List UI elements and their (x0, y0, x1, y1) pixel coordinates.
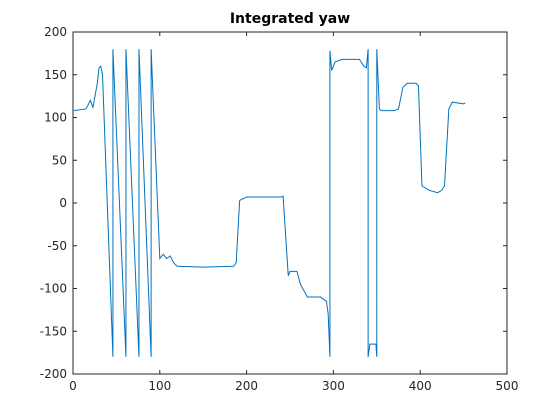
y-tick-label: 50 (52, 153, 67, 167)
y-tick-label: 200 (44, 25, 67, 39)
chart-title: Integrated yaw (230, 11, 350, 27)
y-tick-label: -200 (40, 367, 67, 381)
y-tick-label: 150 (44, 68, 67, 82)
y-tick-label: 0 (59, 196, 67, 210)
x-tick-label: 500 (496, 379, 519, 393)
y-tick-label: -100 (40, 282, 67, 296)
x-tick-label: 400 (409, 379, 432, 393)
x-tick-label: 200 (235, 379, 258, 393)
plot-area (72, 31, 508, 375)
y-tick-label: -50 (47, 239, 67, 253)
y-tick-label: 100 (44, 111, 67, 125)
x-tick-label: 0 (69, 379, 77, 393)
x-tick-label: 100 (148, 379, 171, 393)
data-line (73, 49, 466, 357)
y-tick-label: -150 (40, 324, 67, 338)
x-tick-label: 300 (322, 379, 345, 393)
